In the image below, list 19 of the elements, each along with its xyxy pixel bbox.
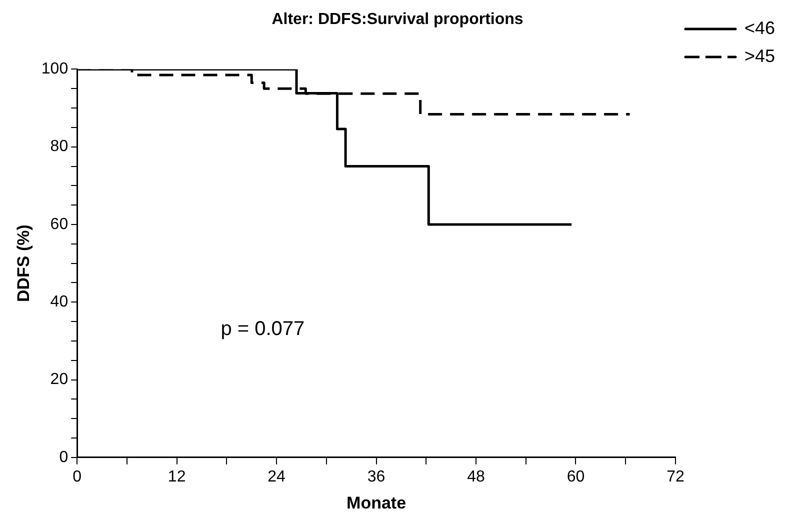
y-tick-label: 40 (50, 294, 68, 311)
y-tick-label: 20 (50, 371, 68, 388)
x-axis-title: Monate (346, 493, 406, 512)
x-tick-label: 48 (467, 468, 486, 486)
legend-label: <46 (744, 18, 776, 38)
x-tick-label: 0 (72, 468, 82, 486)
y-tick-label: 60 (50, 216, 68, 233)
y-axis-title: DDFS (%) (14, 224, 33, 302)
chart-title: Alter: DDFS:Survival proportions (272, 11, 524, 28)
x-tick-label: 36 (367, 468, 386, 486)
y-tick-label: 80 (50, 138, 68, 156)
y-tick-label: 100 (41, 60, 68, 78)
x-tick-label: 24 (268, 468, 286, 486)
legend-label: >45 (744, 46, 776, 66)
x-tick-label: 72 (666, 468, 684, 486)
x-tick-label: 60 (566, 468, 585, 486)
x-tick-label: 12 (168, 468, 186, 486)
annotation: p = 0.077 (220, 318, 305, 340)
y-tick-label: 0 (59, 448, 68, 466)
